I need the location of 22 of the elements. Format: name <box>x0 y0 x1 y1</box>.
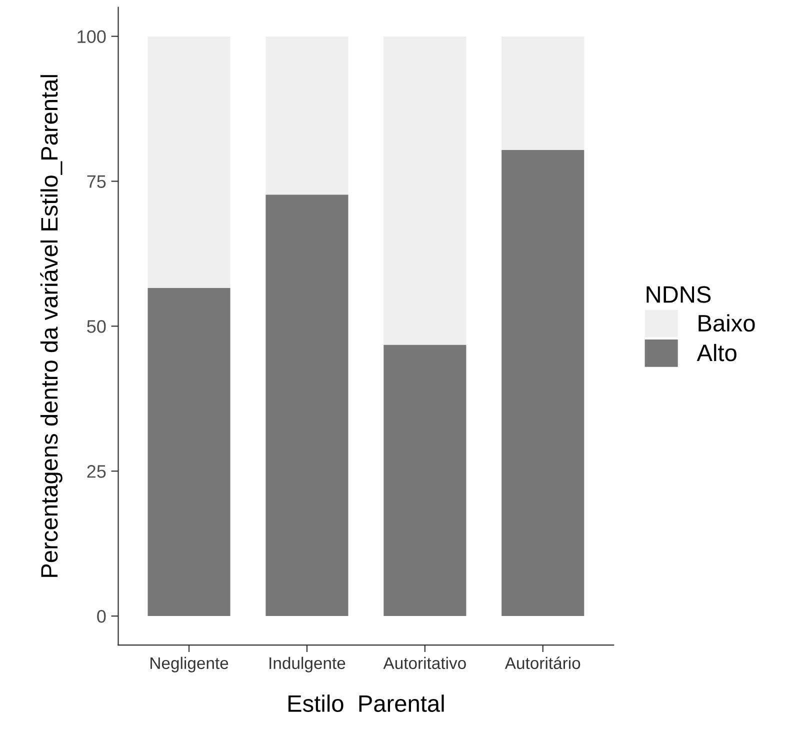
x-tick-label: Indulgente <box>270 656 346 672</box>
bar <box>502 36 584 150</box>
bar <box>266 36 348 195</box>
x-axis-title: Estilo Parental <box>288 694 444 712</box>
x-tick-label: Autoritário <box>504 656 580 670</box>
bar <box>384 36 466 345</box>
legend-label: Baixo <box>698 314 755 332</box>
y-tick-label: 25 <box>87 465 106 478</box>
legend-title: NDNS <box>646 286 711 303</box>
y-tick-label: 50 <box>87 320 106 333</box>
bar <box>266 194 348 616</box>
x-tick-label: Autoritativo <box>383 656 466 670</box>
bar <box>148 288 230 616</box>
y-tick-label: 0 <box>97 610 106 623</box>
bar <box>148 36 230 288</box>
y-tick-label: 100 <box>78 30 106 44</box>
legend-label: Alto <box>696 344 736 362</box>
y-tick-label: 75 <box>87 175 106 188</box>
x-tick-label: Negligente <box>150 656 228 672</box>
y-axis-title: Percentagens dentro da variável Estilo_Parental <box>40 75 62 577</box>
bar <box>502 150 584 616</box>
bar <box>384 344 466 616</box>
